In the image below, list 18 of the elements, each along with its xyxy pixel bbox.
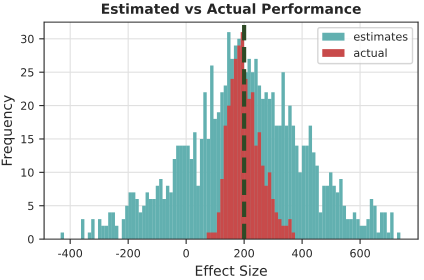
x-tick-label: 400 (292, 249, 312, 258)
x-axis-title: Effect Size (196, 265, 267, 276)
chart-title: Estimated vs Actual Performance (102, 3, 361, 14)
x-tick-label: -200 (116, 249, 140, 258)
x-tick-label: 0 (183, 249, 189, 258)
y-tick-label: 5 (28, 202, 34, 210)
y-tick-label: 15 (21, 135, 34, 144)
y-tick-label: 0 (28, 235, 34, 244)
y-tick-label: 10 (21, 168, 34, 177)
x-tick-label: 200 (234, 249, 254, 258)
legend-label: estimates (354, 32, 408, 41)
y-axis-title: Frequency (2, 95, 15, 166)
y-tick-label: 30 (21, 34, 34, 44)
legend-label: actual (354, 48, 387, 58)
y-tick-label: 25 (21, 68, 34, 77)
x-tick-label: -400 (58, 249, 82, 258)
x-tick-label: 600 (350, 249, 370, 258)
y-tick-label: 20 (21, 102, 34, 110)
